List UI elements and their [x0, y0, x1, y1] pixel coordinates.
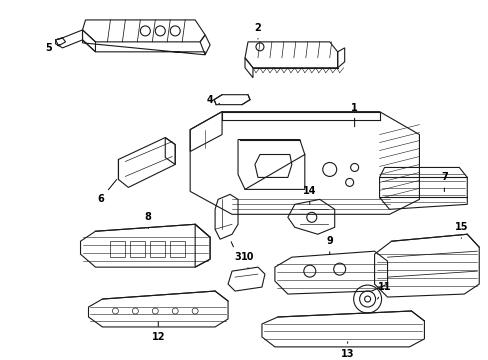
Text: 12: 12 — [151, 322, 164, 342]
Text: 13: 13 — [340, 342, 354, 359]
Text: 10: 10 — [241, 252, 254, 268]
Text: 4: 4 — [206, 95, 219, 105]
Text: 6: 6 — [97, 180, 117, 204]
Text: 7: 7 — [440, 172, 447, 192]
Text: 8: 8 — [144, 212, 151, 229]
Text: 2: 2 — [254, 23, 261, 39]
Text: 5: 5 — [45, 43, 60, 53]
Text: 14: 14 — [303, 186, 316, 204]
Text: 11: 11 — [377, 282, 390, 299]
Text: 1: 1 — [350, 103, 357, 127]
Text: 15: 15 — [454, 222, 467, 238]
Text: 9: 9 — [325, 236, 332, 255]
Text: 3: 3 — [231, 242, 241, 262]
